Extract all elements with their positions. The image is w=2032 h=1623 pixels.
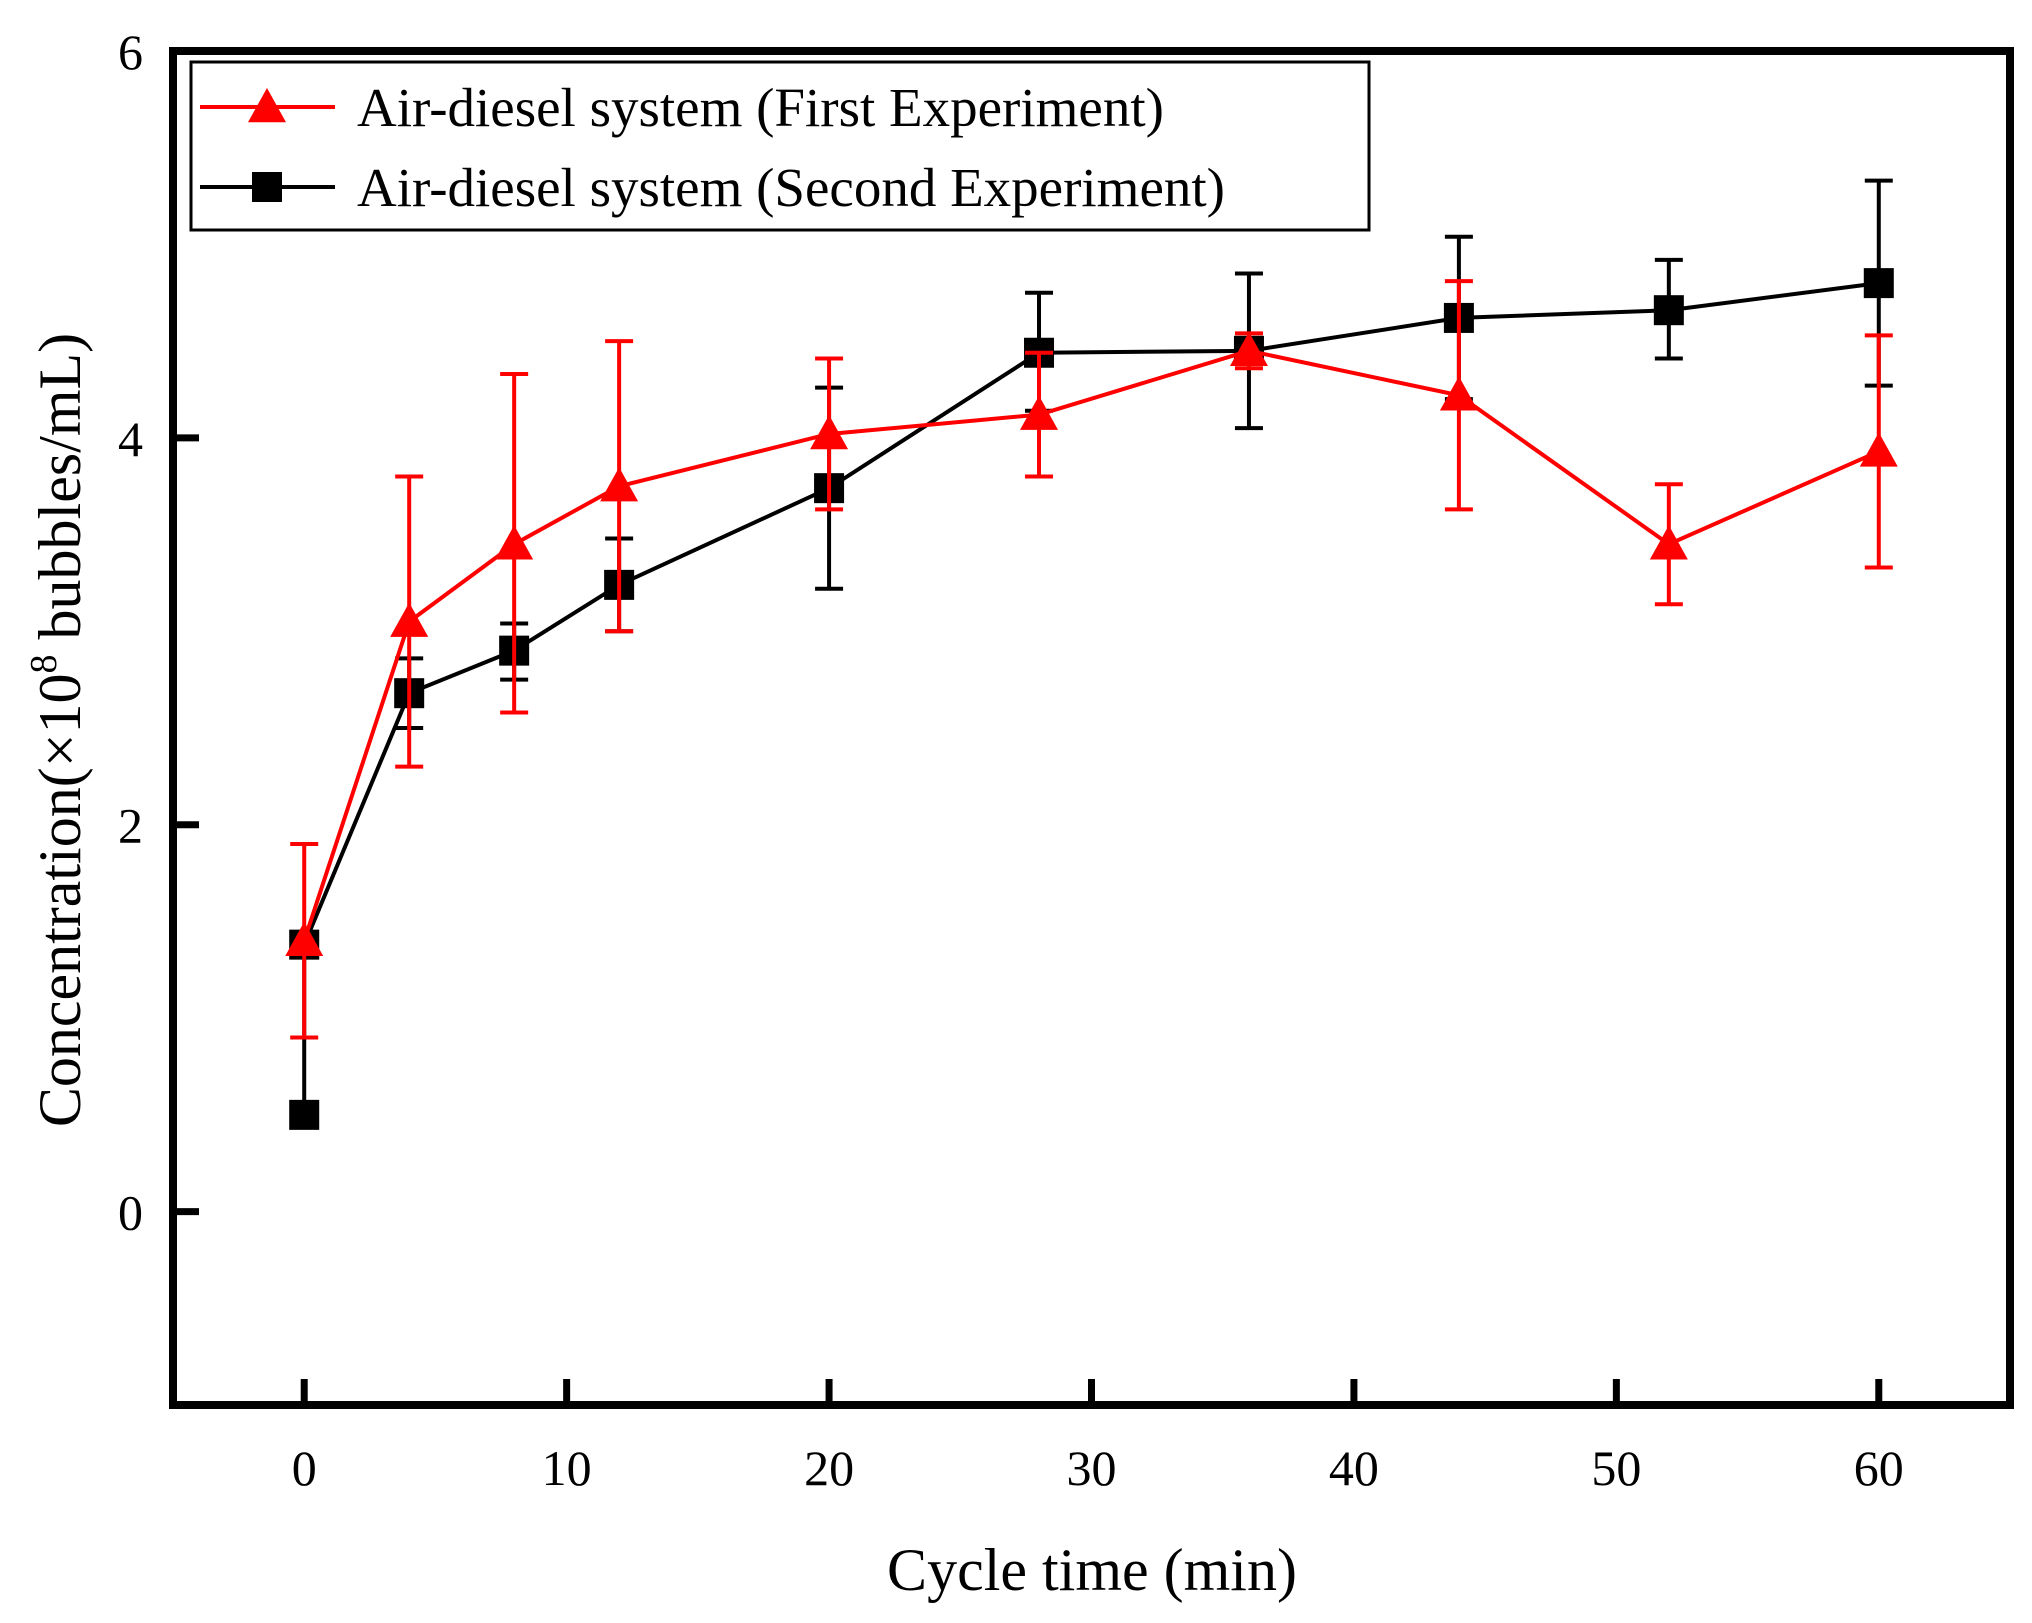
x-tick-label: 40 (1329, 1440, 1379, 1496)
data-point (810, 414, 849, 450)
legend-label: Air-diesel system (First Experiment) (357, 77, 1164, 138)
data-point (1649, 525, 1688, 560)
x-tick-label: 0 (292, 1440, 317, 1496)
legend: Air-diesel system (First Experiment) Air-… (189, 60, 1371, 232)
series-1 (285, 279, 1898, 1040)
data-point (1020, 395, 1059, 430)
data-point (600, 467, 639, 502)
y-axis-title-prefix: Concentration(×10 (27, 673, 93, 1127)
x-axis-title: Cycle time (min) (887, 1537, 1297, 1603)
y-tick-label: 4 (118, 411, 143, 467)
y-tick-label: 0 (118, 1185, 143, 1241)
x-tick-label: 30 (1067, 1440, 1117, 1496)
legend-marker (252, 172, 282, 202)
series-line (302, 348, 1880, 942)
y-axis-title-suffix: bubbles/mL) (27, 333, 93, 655)
data-point (390, 602, 429, 637)
plot-layer (285, 178, 1898, 1130)
data-point (289, 1099, 320, 1130)
data-point (1229, 331, 1268, 367)
x-tick-label: 50 (1591, 1440, 1641, 1496)
y-tick-label: 6 (118, 24, 143, 80)
data-point (1859, 432, 1898, 467)
data-point (1863, 268, 1894, 299)
legend-box (189, 60, 1371, 232)
y-tick-label: 2 (118, 798, 143, 854)
x-tick-label: 10 (542, 1440, 592, 1496)
x-tick-label: 20 (804, 1440, 854, 1496)
legend-label: Air-diesel system (Second Experiment) (357, 157, 1225, 218)
axis-layer: 0 10 20 30 40 50 60 0 2 4 6 (118, 24, 2014, 1496)
y-axis-title-superscript: 8 (23, 654, 65, 673)
series-line (302, 281, 1880, 946)
y-axis-title: Concentration(×108 bubbles/mL) (23, 333, 93, 1127)
data-point (1439, 376, 1478, 411)
x-tick-label: 60 (1854, 1440, 1904, 1496)
data-point (495, 525, 534, 560)
data-point (285, 921, 324, 956)
data-point (1653, 295, 1684, 326)
legend-marker (248, 88, 286, 123)
